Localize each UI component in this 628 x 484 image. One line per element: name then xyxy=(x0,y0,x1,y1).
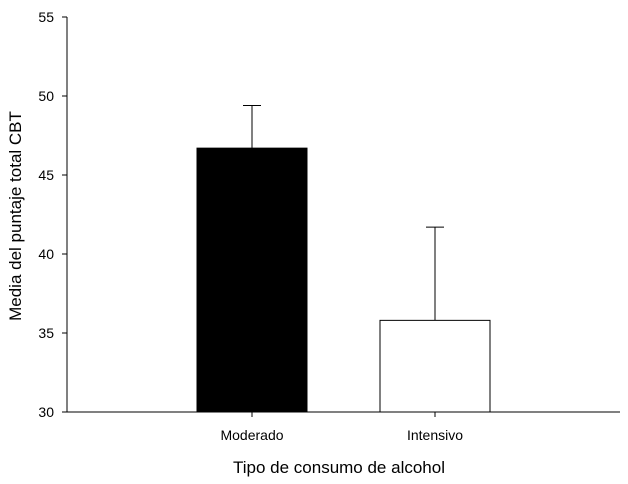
x-tick-labels-group: Moderado Intensivo xyxy=(220,412,463,443)
x-axis-title: Tipo de consumo de alcohol xyxy=(233,458,445,477)
bar-intensivo xyxy=(379,319,491,413)
bar-moderado xyxy=(196,147,308,413)
y-tick-label: 55 xyxy=(38,9,54,25)
error-bars-group xyxy=(243,104,444,321)
x-tick-label: Moderado xyxy=(220,427,283,443)
y-tick-label: 30 xyxy=(38,404,54,420)
axes-group xyxy=(66,17,620,413)
bars-group xyxy=(196,147,491,413)
y-tick-label: 50 xyxy=(38,88,54,104)
y-tick-label: 40 xyxy=(38,246,54,262)
y-axis-title: Media del puntaje total CBT xyxy=(6,111,25,321)
y-ticks-group: 30 35 40 45 50 55 xyxy=(38,9,67,420)
x-tick-label: Intensivo xyxy=(407,427,463,443)
y-tick-label: 35 xyxy=(38,325,54,341)
y-tick-label: 45 xyxy=(38,167,54,183)
